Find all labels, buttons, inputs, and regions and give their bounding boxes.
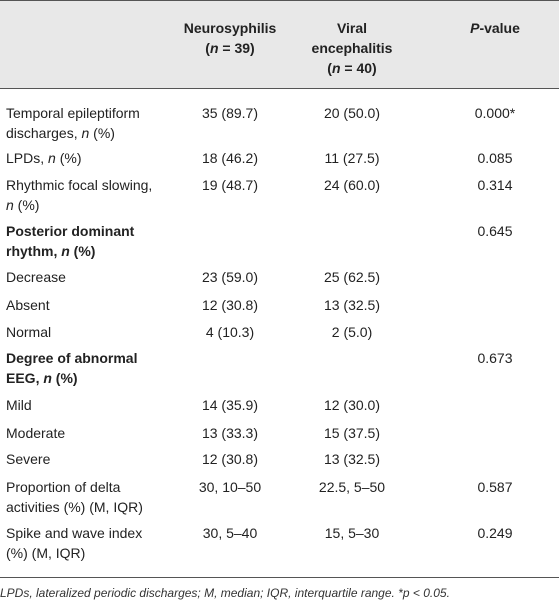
cell-viral: 20 (50.0) (323, 105, 381, 121)
row-label-spike-wave-index: Spike and wave index (%) (M, IQR) (6, 525, 143, 561)
row-label-moderate: Moderate (6, 425, 66, 441)
header-rule (0, 88, 559, 89)
cell-viral: 15, 5–30 (324, 525, 380, 541)
row-label-absent: Absent (6, 297, 50, 313)
header-viral-encephalitis: Viral encephalitis (n = 40) (311, 20, 393, 76)
table-header-background (0, 0, 559, 88)
row-label-severe: Severe (6, 451, 51, 467)
row-label-mild: Mild (6, 397, 32, 413)
cell-neuro: 13 (33.3) (201, 425, 259, 441)
row-label-rhythmic-focal-slowing: Rhythmic focal slowing, n (%) (6, 177, 153, 213)
row-label-lpds: LPDs, n (%) (6, 150, 82, 166)
row-label-proportion-delta: Proportion of delta activities (%) (M, I… (6, 479, 143, 515)
cell-viral: 13 (32.5) (323, 451, 381, 467)
cell-neuro: 12 (30.8) (201, 297, 259, 313)
cell-neuro: 14 (35.9) (201, 397, 259, 413)
cell-p: 0.673 (477, 350, 513, 366)
cell-viral: 24 (60.0) (323, 177, 381, 193)
cell-neuro: 23 (59.0) (201, 269, 259, 285)
cell-neuro: 18 (46.2) (201, 150, 259, 166)
row-label-temporal-epileptiform: Temporal epileptiform discharges, n (%) (6, 105, 140, 141)
cell-neuro: 4 (10.3) (205, 324, 255, 340)
cell-p: 0.587 (477, 479, 513, 495)
cell-p: 0.085 (477, 150, 513, 166)
cell-neuro: 19 (48.7) (201, 177, 259, 193)
cell-viral: 22.5, 5–50 (318, 479, 386, 495)
cell-p: 0.314 (477, 177, 513, 193)
cell-viral: 25 (62.5) (323, 269, 381, 285)
cell-p: 0.249 (477, 525, 513, 541)
row-label-normal: Normal (6, 324, 52, 340)
table-footnote: LPDs, lateralized periodic discharges; M… (0, 586, 450, 600)
top-rule (0, 0, 559, 1)
section-label-posterior-dominant-rhythm: Posterior dominant rhythm, n (%) (6, 223, 135, 259)
cell-viral: 12 (30.0) (323, 397, 381, 413)
cell-neuro: 12 (30.8) (201, 451, 259, 467)
cell-p: 0.000* (474, 105, 516, 121)
header-neurosyphilis: Neurosyphilis (n = 39) (183, 20, 277, 56)
cell-p: 0.645 (477, 223, 513, 239)
cell-viral: 2 (5.0) (331, 324, 373, 340)
cell-viral: 15 (37.5) (323, 425, 381, 441)
cell-neuro: 30, 10–50 (198, 479, 262, 495)
cell-viral: 13 (32.5) (323, 297, 381, 313)
cell-neuro: 30, 5–40 (202, 525, 258, 541)
cell-neuro: 35 (89.7) (201, 105, 259, 121)
row-label-decrease: Decrease (6, 269, 66, 285)
header-p-value: P-value (470, 20, 520, 36)
cell-viral: 11 (27.5) (324, 150, 380, 166)
bottom-rule (0, 577, 559, 578)
section-label-degree-abnormal-eeg: Degree of abnormal EEG, n (%) (6, 350, 138, 386)
